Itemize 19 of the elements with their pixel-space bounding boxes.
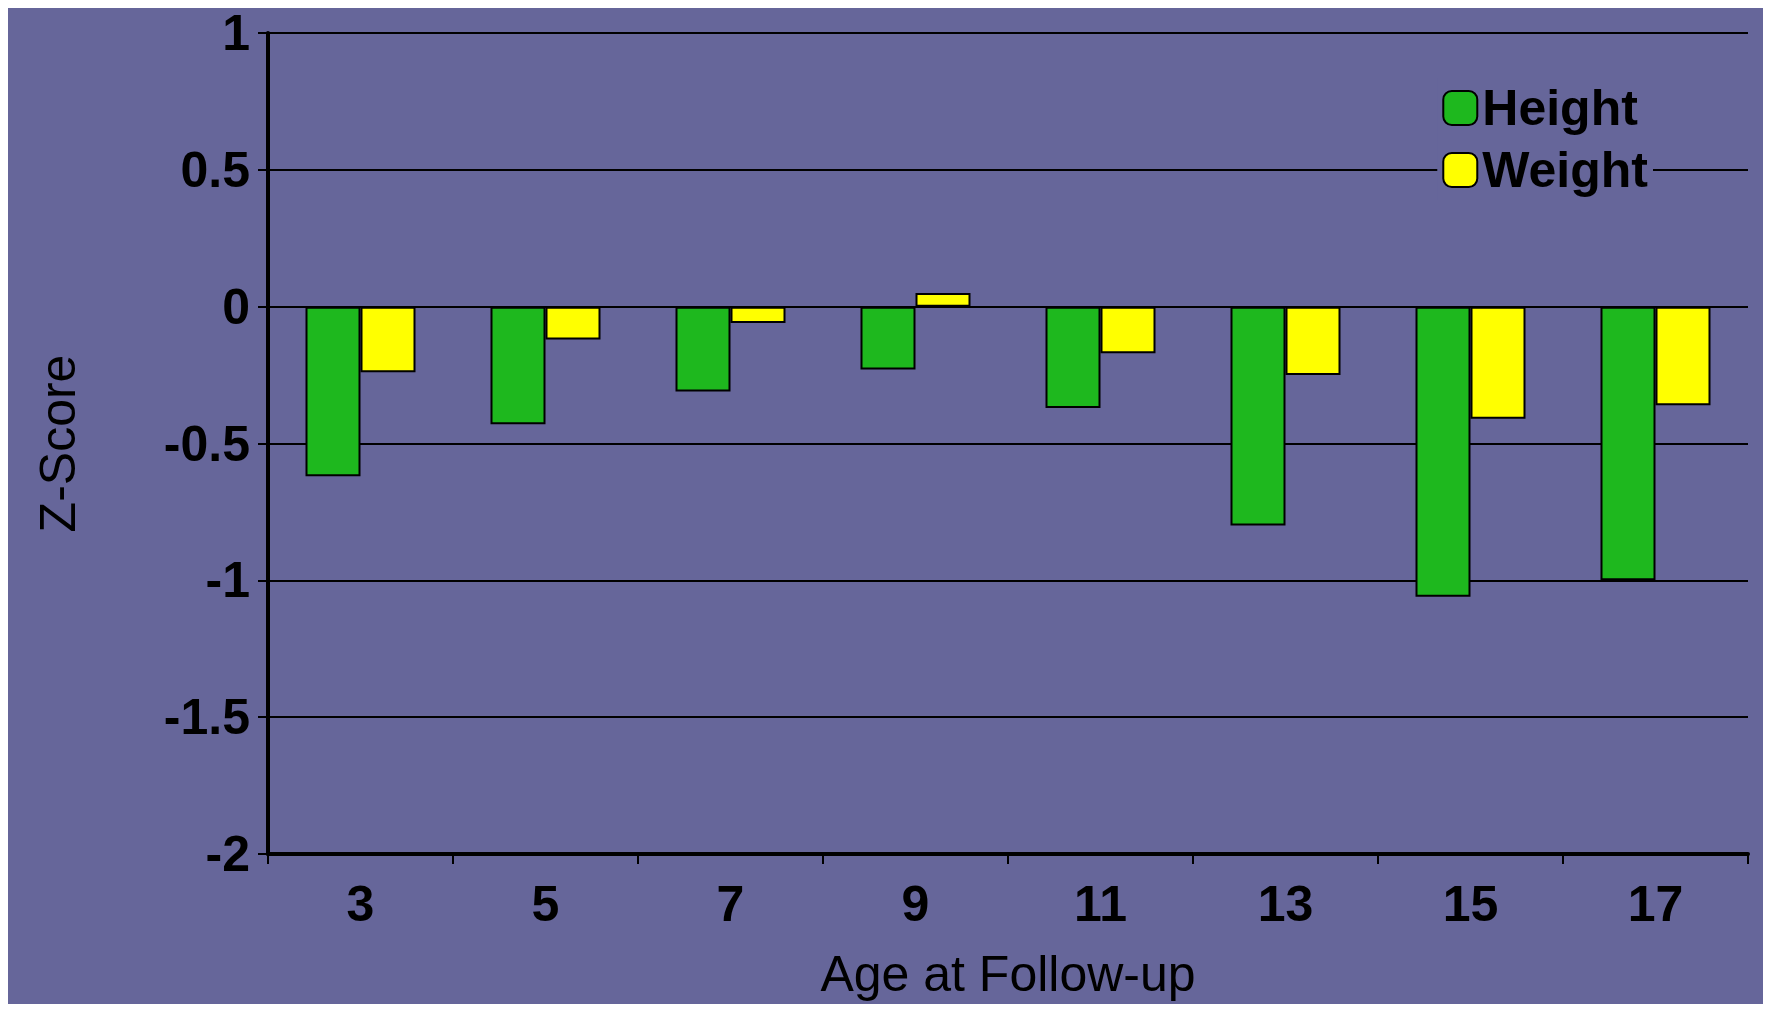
x-tick-label: 17	[1627, 876, 1684, 932]
y-tick-label: -1.5	[163, 689, 250, 746]
y-tick-label: -0.5	[163, 415, 250, 472]
y-tick-label: -1	[205, 552, 250, 609]
x-tick-label: 5	[531, 876, 560, 932]
x-tick-label: 7	[716, 876, 745, 932]
legend-label: Weight	[1482, 142, 1649, 198]
x-tick-label: 3	[346, 876, 375, 932]
y-tick-label: -2	[205, 826, 250, 882]
y-axis-title: Z-Score	[30, 354, 86, 533]
x-tick-label: 11	[1074, 876, 1127, 932]
x-tick-label: 15	[1442, 876, 1499, 932]
legend-label: Height	[1482, 80, 1639, 136]
x-axis-title: Age at Follow-up	[820, 946, 1196, 1002]
x-tick-label: 13	[1257, 876, 1314, 932]
y-tick-label: 1	[222, 5, 250, 61]
y-tick-label: 0.5	[180, 141, 250, 198]
y-tick-label: 0	[222, 278, 250, 335]
x-tick-label: 9	[901, 876, 930, 932]
